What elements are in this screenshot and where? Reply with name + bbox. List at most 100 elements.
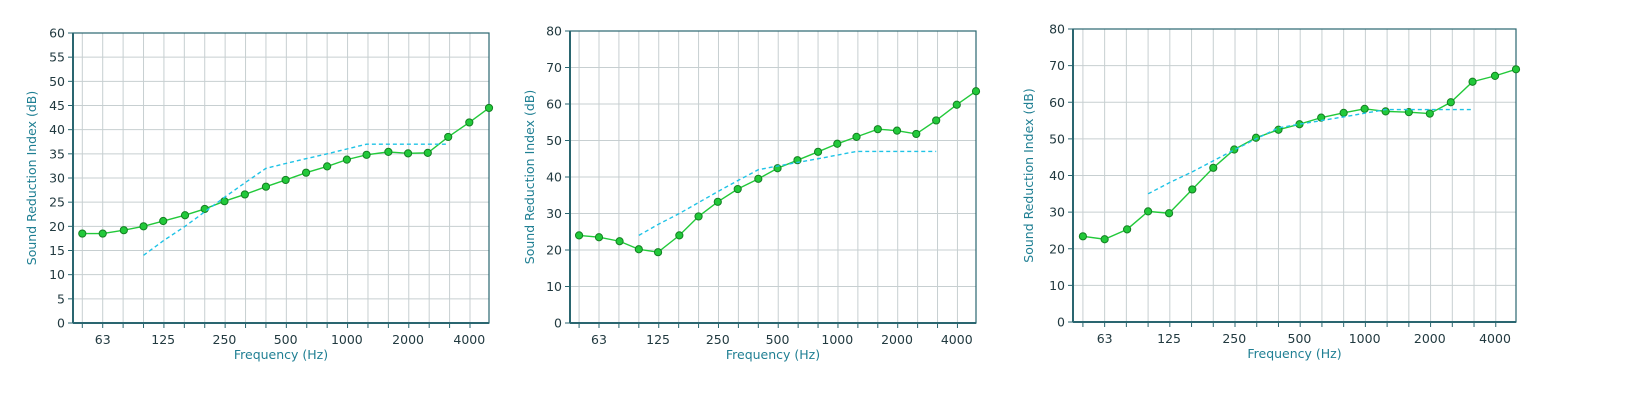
y-tick-label: 0 (57, 316, 65, 331)
y-tick-label: 30 (49, 171, 65, 186)
grid (1073, 28, 1516, 323)
x-tick-label: 63 (591, 332, 607, 347)
data-point (98, 229, 107, 238)
data-point (1123, 225, 1132, 234)
data-point (323, 162, 332, 171)
data-point (1188, 185, 1197, 194)
data-point (444, 132, 453, 142)
y-tick-label: 5 (57, 291, 65, 306)
data-point (1209, 163, 1218, 172)
data-point (634, 245, 643, 254)
data-point (301, 168, 311, 177)
y-tick-label: 35 (49, 146, 65, 161)
y-tick-label: 40 (1049, 168, 1065, 183)
data-point (932, 116, 941, 125)
data-point (180, 211, 190, 220)
x-tick-label: 1000 (1349, 331, 1381, 346)
data-point (594, 233, 604, 242)
x-axis-title: Frequency (Hz) (1247, 346, 1341, 361)
data-point (892, 126, 902, 135)
y-tick-label: 20 (49, 219, 65, 234)
chart-1: 0 5 10 15 20 25 30 35 40 45 50 55 60 63 125 250 500 1000 2… (24, 26, 494, 362)
x-tick-label: 500 (1288, 331, 1312, 346)
x-tick-label: 4000 (1479, 331, 1511, 346)
x-axis-title: Frequency (Hz) (726, 347, 820, 362)
grid (73, 32, 489, 324)
y-tick-label: 15 (49, 243, 65, 258)
y-axis-title: Sound Reduction Index (dB) (522, 90, 537, 264)
x-tick-label: 4000 (453, 332, 485, 347)
y-tick-label: 0 (1057, 315, 1065, 330)
reference-curve (143, 143, 449, 256)
chart-panel-1: 0 5 10 15 20 25 30 35 40 45 50 55 60 63 125 250 500 1000 2… (0, 0, 520, 380)
data-point (465, 118, 474, 127)
data-point (1511, 65, 1521, 74)
x-tick-label: 2000 (881, 332, 913, 347)
data-point (423, 148, 432, 157)
data-point (159, 216, 168, 226)
chart-2: 0 10 20 30 40 50 60 70 80 63 125 250 500 1000 2000 4000… (522, 24, 981, 362)
y-tick-label: 40 (49, 122, 65, 137)
x-tick-label: 500 (274, 332, 298, 347)
y-tick-label: 20 (1049, 241, 1065, 256)
data-point (733, 184, 742, 194)
y-tick-label: 50 (49, 74, 65, 89)
data-point (1251, 133, 1261, 142)
data-point (1490, 71, 1500, 80)
data-point (912, 129, 921, 139)
chart-panel-2: 0 10 20 30 40 50 60 70 80 63 125 250 500 1000 2000 4000… (522, 0, 1050, 380)
data-point (615, 237, 624, 246)
x-tick-label: 63 (1097, 331, 1113, 346)
y-axis-title: Sound Reduction Index (dB) (1021, 88, 1036, 262)
data-point (220, 197, 229, 206)
y-tick-label: 60 (49, 26, 65, 41)
chart-panel-3: 0 10 20 30 40 50 60 70 80 63 125 250 500 1000 2000 4000… (1021, 0, 1580, 380)
y-tick-label: 10 (49, 267, 65, 282)
y-tick-label: 45 (49, 98, 65, 113)
x-tick-label: 500 (766, 332, 790, 347)
data-point (240, 190, 249, 199)
data-point (1164, 209, 1174, 218)
y-tick-label: 20 (546, 243, 562, 258)
data-point (971, 87, 981, 96)
data-point (754, 174, 763, 183)
y-tick-label: 55 (49, 50, 65, 65)
x-tick-label: 250 (213, 332, 237, 347)
y-tick-label: 50 (1049, 131, 1065, 146)
data-point (1078, 232, 1088, 241)
y-tick-label: 30 (546, 206, 562, 221)
y-tick-label: 70 (1049, 58, 1065, 73)
data-point (713, 197, 722, 206)
data-point (833, 139, 842, 148)
x-tick-label: 2000 (392, 332, 424, 347)
y-tick-label: 60 (1049, 95, 1065, 110)
data-point (653, 248, 663, 257)
data-point (362, 150, 371, 159)
y-tick-label: 10 (546, 279, 562, 294)
y-tick-label: 10 (1049, 278, 1065, 293)
data-point (1360, 104, 1369, 113)
grid (570, 30, 976, 324)
y-tick-label: 0 (554, 316, 562, 331)
reference-curve (638, 150, 937, 237)
y-tick-label: 30 (1049, 205, 1065, 220)
data-point (119, 226, 128, 235)
data-point (1143, 207, 1153, 216)
data-point (484, 103, 494, 113)
data-point (78, 229, 87, 238)
data-point (1425, 109, 1434, 118)
data-point (403, 149, 413, 158)
y-tick-label: 70 (546, 60, 562, 75)
x-tick-label: 4000 (941, 332, 973, 347)
x-tick-label: 2000 (1414, 331, 1446, 346)
y-tick-label: 60 (546, 97, 562, 112)
x-tick-label: 1000 (331, 332, 363, 347)
data-point (1339, 108, 1348, 117)
data-point (384, 147, 393, 156)
data-point (1100, 235, 1109, 244)
x-tick-label: 1000 (821, 332, 853, 347)
chart-3: 0 10 20 30 40 50 60 70 80 63 125 250 500 1000 2000 4000… (1021, 22, 1521, 361)
data-point (281, 175, 290, 185)
data-point (1468, 77, 1477, 86)
data-point (200, 204, 209, 214)
